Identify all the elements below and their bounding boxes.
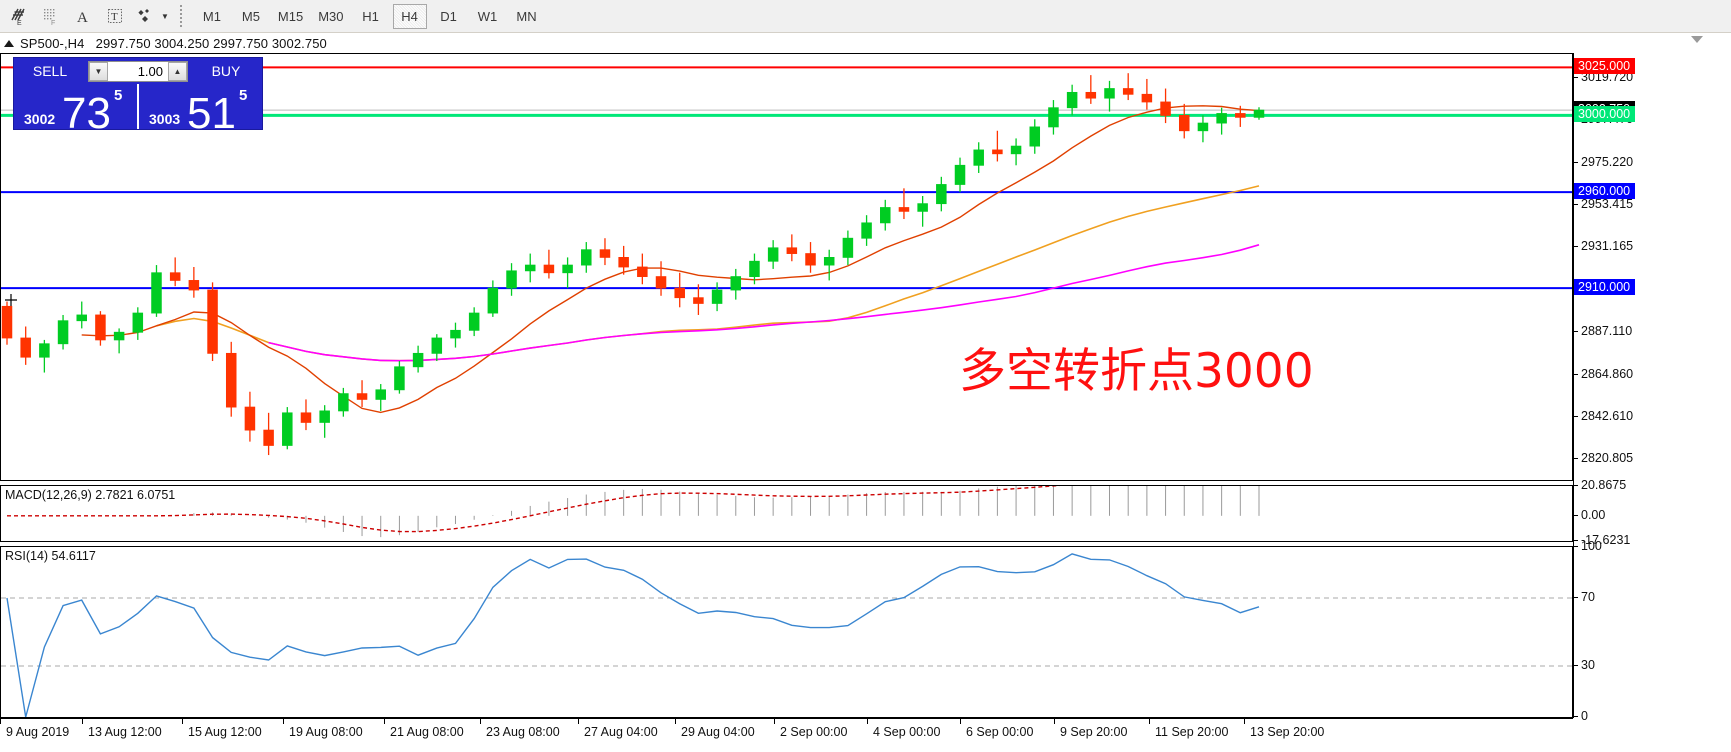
price-tick-label: 2953.415 bbox=[1574, 197, 1633, 211]
timeframe-m30[interactable]: M30 bbox=[318, 8, 344, 24]
sell-price-fraction: 5 bbox=[114, 87, 123, 104]
price-tick-label: 2975.220 bbox=[1574, 155, 1633, 169]
trade-panel-prices: 3002 73 5 3003 51 5 bbox=[14, 84, 262, 136]
time-tick-label: 23 Aug 08:00 bbox=[480, 718, 560, 739]
price-level-badge[interactable]: 2960.000 bbox=[1574, 183, 1636, 200]
price-level-badge[interactable]: 2910.000 bbox=[1574, 279, 1636, 296]
timeframe-m15[interactable]: M15 bbox=[277, 8, 304, 24]
macd-label: MACD(12,26,9) 2.7821 6.0751 bbox=[5, 488, 176, 502]
main-toolbar: E F A bbox=[0, 0, 1731, 33]
collapse-triangle-icon[interactable] bbox=[4, 39, 14, 47]
rsi-tick-label: 0 bbox=[1574, 709, 1588, 723]
indicators-grid-icon[interactable]: F bbox=[36, 2, 66, 30]
moving-average-magenta bbox=[268, 244, 1260, 362]
macd-histogram bbox=[174, 486, 1260, 538]
price-tick-label: 2864.860 bbox=[1574, 367, 1633, 381]
time-tick-label: 11 Sep 20:00 bbox=[1148, 718, 1229, 739]
time-tick-label: 4 Sep 00:00 bbox=[866, 718, 941, 739]
buy-price-fraction: 5 bbox=[239, 87, 248, 104]
rsi-tick-label: 30 bbox=[1574, 658, 1595, 672]
chart-annotation-text: 多空转折点3000 bbox=[959, 344, 1314, 399]
sell-price-prefix: 3002 bbox=[24, 111, 56, 127]
rsi-line bbox=[6, 553, 1260, 717]
rsi-label: RSI(14) 54.6117 bbox=[5, 549, 96, 563]
crosshair-marker bbox=[5, 294, 17, 306]
svg-text:F: F bbox=[51, 20, 55, 26]
time-tick-label: 13 Sep 20:00 bbox=[1243, 718, 1325, 739]
price-tick-label: 2820.805 bbox=[1574, 451, 1633, 465]
macd-signal-line bbox=[7, 486, 1061, 533]
time-tick-label: 9 Sep 20:00 bbox=[1053, 718, 1128, 739]
time-scale-axis[interactable]: 9 Aug 2019 13 Aug 12:00 15 Aug 12:00 19 Aug… bbox=[0, 718, 1573, 752]
toolbar-separator bbox=[179, 5, 188, 27]
rsi-tick-label: 70 bbox=[1574, 590, 1595, 604]
buy-label: BUY bbox=[211, 63, 241, 79]
sell-label: SELL bbox=[32, 63, 68, 79]
price-chart-pane[interactable]: 多空转折点3000 bbox=[0, 53, 1573, 481]
svg-text:A: A bbox=[77, 10, 88, 26]
one-click-trading-panel[interactable]: SELL ▼ 1.00 ▲ BUY 3002 73 5 3003 51 5 bbox=[13, 57, 263, 136]
timeframe-d1[interactable]: D1 bbox=[440, 8, 457, 24]
macd-tick-label: 0.00 bbox=[1574, 508, 1605, 522]
price-tick-label: 2931.165 bbox=[1574, 239, 1633, 253]
chevron-down-icon[interactable]: ▼ bbox=[161, 11, 169, 21]
timeframe-m5[interactable]: M5 bbox=[241, 8, 260, 24]
rsi-chart-svg bbox=[1, 553, 1572, 717]
price-scale-axis[interactable]: 3019.7202997.4702975.2202953.4152931.165… bbox=[1573, 53, 1731, 723]
price-level-badge[interactable]: 3025.000 bbox=[1574, 58, 1636, 75]
volume-stepper[interactable]: ▼ 1.00 ▲ bbox=[88, 60, 188, 82]
chart-menu-chevron-icon[interactable] bbox=[1691, 36, 1703, 43]
time-tick-label: 15 Aug 12:00 bbox=[182, 718, 262, 739]
text-box-icon[interactable]: T bbox=[100, 2, 130, 30]
symbol-info-bar: SP500-,H4 2997.750 3004.250 2997.750 300… bbox=[0, 33, 1731, 53]
volume-value[interactable]: 1.00 bbox=[137, 63, 163, 79]
svg-text:E: E bbox=[17, 20, 22, 26]
time-tick-label: 21 Aug 08:00 bbox=[384, 718, 464, 739]
timeframe-h4[interactable]: H4 bbox=[392, 3, 427, 29]
buy-price-main: 51 bbox=[187, 89, 236, 138]
time-tick-label: 2 Sep 00:00 bbox=[773, 718, 848, 739]
time-tick-label: 29 Aug 04:00 bbox=[675, 718, 755, 739]
time-tick-label: 19 Aug 08:00 bbox=[283, 718, 363, 739]
timeframe-w1[interactable]: W1 bbox=[477, 8, 498, 24]
price-tick-label: 2842.610 bbox=[1574, 409, 1633, 423]
symbol-ohlc-text: SP500-,H4 2997.750 3004.250 2997.750 300… bbox=[20, 35, 327, 51]
trade-panel-header: SELL ▼ 1.00 ▲ BUY bbox=[14, 58, 262, 84]
objects-list-icon[interactable] bbox=[132, 2, 162, 30]
timeframe-h1[interactable]: H1 bbox=[362, 8, 379, 24]
time-tick-label: 6 Sep 00:00 bbox=[959, 718, 1034, 739]
rsi-tick-label: 100 bbox=[1574, 539, 1602, 553]
svg-text:T: T bbox=[111, 11, 118, 23]
macd-tick-label: -17.6231 bbox=[1574, 533, 1630, 547]
timeframe-mn[interactable]: MN bbox=[516, 8, 537, 24]
time-tick-label: 9 Aug 2019 bbox=[0, 718, 70, 739]
sell-button[interactable]: 3002 73 5 bbox=[14, 84, 137, 136]
expert-advisors-icon[interactable]: E bbox=[4, 2, 34, 30]
timeframe-m1[interactable]: M1 bbox=[202, 8, 221, 24]
sell-price-main: 73 bbox=[62, 89, 111, 138]
time-tick-label: 13 Aug 12:00 bbox=[82, 718, 162, 739]
macd-indicator-pane[interactable]: MACD(12,26,9) 2.7821 6.0751 bbox=[0, 485, 1573, 542]
macd-chart-svg bbox=[7, 486, 1260, 538]
price-level-badge[interactable]: 3000.000 bbox=[1574, 106, 1636, 123]
text-label-icon[interactable]: A bbox=[68, 2, 98, 30]
macd-tick-label: 20.8675 bbox=[1574, 478, 1626, 492]
buy-price-prefix: 3003 bbox=[149, 111, 181, 127]
time-tick-label: 27 Aug 04:00 bbox=[578, 718, 658, 739]
moving-average-fast bbox=[81, 105, 1260, 414]
volume-decrement-icon[interactable]: ▼ bbox=[89, 61, 108, 81]
price-tick-label: 2887.110 bbox=[1574, 324, 1632, 338]
candlestick-series bbox=[1, 73, 1265, 456]
rsi-indicator-pane[interactable]: RSI(14) 54.6117 bbox=[0, 546, 1573, 718]
buy-button[interactable]: 3003 51 5 bbox=[137, 84, 262, 136]
price-chart-svg bbox=[1, 66, 1572, 456]
volume-increment-icon[interactable]: ▲ bbox=[168, 61, 187, 81]
